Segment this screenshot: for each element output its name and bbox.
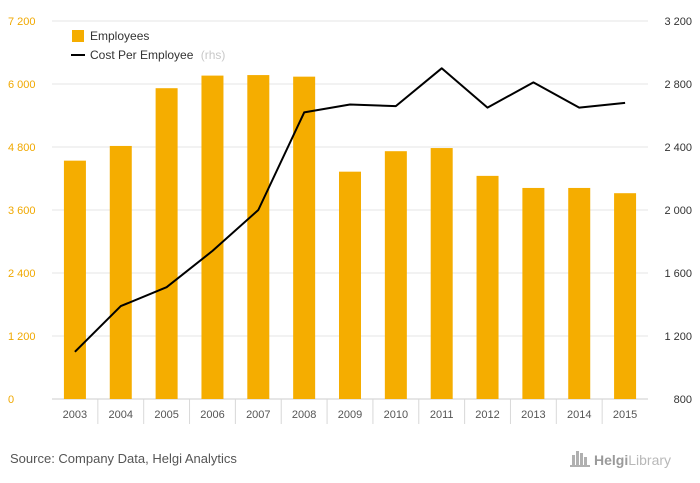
- legend-label-cost-per-employee-name: Cost Per Employee: [90, 48, 194, 62]
- bar-series-employees: [63, 75, 637, 400]
- x-tick-label: 2014: [567, 409, 591, 421]
- y-right-tick-label: 1 600: [664, 268, 692, 280]
- x-tick-label: 2009: [338, 409, 362, 421]
- x-tick-label: 2005: [154, 409, 178, 421]
- source-note: Source: Company Data, Helgi Analytics: [10, 451, 237, 466]
- x-tick-label: 2004: [109, 409, 133, 421]
- brand-name-main: Helgi: [594, 452, 628, 468]
- x-tick-label: 2013: [521, 409, 545, 421]
- line-cost-per-employee: [74, 67, 626, 353]
- y-axis-right: 800 1 200 1 600 2 000 2 400 2 800 3 200: [664, 16, 692, 406]
- bar-employees: [522, 187, 545, 399]
- y-left-tick-label: 7 200: [8, 16, 36, 28]
- y-right-tick-label: 2 400: [664, 142, 692, 154]
- x-axis: 2003 2004 2005 2006 2007 2008 2009 2010 2011 2012…: [63, 399, 637, 424]
- x-tick-label: 2011: [430, 409, 454, 421]
- y-left-tick-label: 1 200: [8, 331, 36, 343]
- y-left-tick-label: 3 600: [8, 205, 36, 217]
- y-left-tick-label: 6 000: [8, 79, 36, 91]
- y-left-tick-label: 4 800: [8, 142, 36, 154]
- y-axis-left: 0 1 200 2 400 3 600 4 800 6 000 7 200: [8, 16, 36, 406]
- bar-employees: [201, 75, 224, 399]
- bar-employees: [430, 148, 453, 399]
- brand-name-suffix: Library: [628, 452, 671, 468]
- bar-employees: [568, 187, 591, 399]
- bar-employees: [614, 193, 637, 399]
- bar-employees: [155, 88, 178, 399]
- x-tick-label: 2003: [63, 409, 87, 421]
- x-tick-label: 2007: [246, 409, 270, 421]
- brand-icon: [570, 451, 590, 467]
- y-right-tick-label: 2 000: [664, 205, 692, 217]
- brand-logo: HelgiLibrary: [570, 451, 671, 468]
- x-tick-label: 2006: [200, 409, 224, 421]
- y-left-tick-label: 0: [8, 394, 14, 406]
- bar-employees: [247, 75, 270, 399]
- y-right-tick-label: 2 800: [664, 79, 692, 91]
- x-tick-label: 2012: [475, 409, 499, 421]
- bar-employees: [63, 160, 86, 399]
- legend-label-employees: Employees: [90, 29, 149, 43]
- legend: Employees Cost Per Employee (rhs): [71, 29, 225, 62]
- bar-employees: [476, 175, 499, 399]
- bar-employees: [109, 145, 132, 399]
- y-right-tick-label: 3 200: [664, 16, 692, 28]
- bar-employees: [293, 76, 316, 400]
- bar-employees: [384, 151, 407, 399]
- y-right-tick-label: 1 200: [664, 331, 692, 343]
- y-left-tick-label: 2 400: [8, 268, 36, 280]
- brand-name: HelgiLibrary: [594, 452, 671, 468]
- line-series-cost-per-employee: [74, 67, 626, 353]
- x-tick-label: 2010: [384, 409, 408, 421]
- legend-swatch-employees: [72, 30, 84, 42]
- x-tick-label: 2015: [613, 409, 637, 421]
- legend-label-rhs: (rhs): [201, 48, 226, 62]
- y-right-tick-label: 800: [674, 394, 692, 406]
- bar-employees: [339, 171, 361, 399]
- x-tick-label: 2008: [292, 409, 316, 421]
- legend-label-cost-per-employee: Cost Per Employee (rhs): [90, 48, 225, 62]
